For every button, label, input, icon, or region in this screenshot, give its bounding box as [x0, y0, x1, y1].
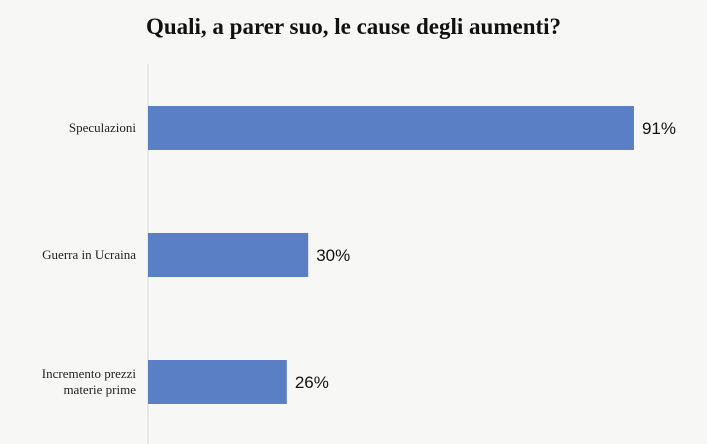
value-label-2: 30%: [316, 246, 350, 265]
category-label-1: Speculazioni: [69, 120, 137, 135]
chart-title: Quali, a parer suo, le cause degli aumen…: [145, 14, 562, 39]
bar-3: [148, 360, 287, 404]
category-label-2: Guerra in Ucraina: [42, 247, 136, 262]
bar-2: [148, 233, 309, 277]
category-label-3: Incremento prezzi materie prime: [42, 366, 137, 397]
bars-group: 91% Speculazioni 30% Guerra in Ucraina 26% In…: [42, 106, 676, 404]
value-label-3: 26%: [295, 373, 329, 392]
bar-1: [148, 106, 634, 150]
value-label-1: 91%: [642, 119, 676, 138]
